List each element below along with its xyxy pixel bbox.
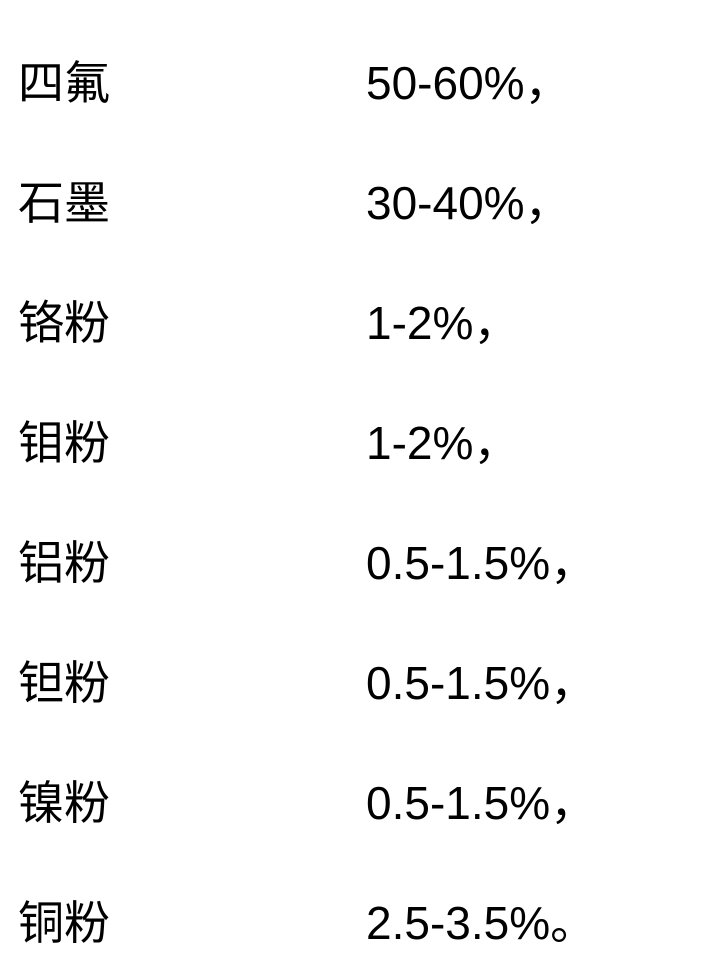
material-value: 2.5-3.5%。 — [366, 887, 596, 953]
material-name: 铬粉 — [18, 287, 366, 353]
table-row: 钽粉 0.5-1.5%， — [18, 620, 726, 740]
table-row: 镍粉 0.5-1.5%， — [18, 740, 726, 860]
material-value: 0.5-1.5%， — [366, 767, 596, 833]
material-name: 石墨 — [18, 167, 366, 233]
material-value: 1-2%， — [366, 407, 519, 473]
material-name: 镍粉 — [18, 767, 366, 833]
table-row: 铝粉 0.5-1.5%， — [18, 500, 726, 620]
material-name: 铜粉 — [18, 887, 366, 953]
table-row: 石墨 30-40%， — [18, 140, 726, 260]
material-value: 1-2%， — [366, 287, 519, 353]
table-row: 钼粉 1-2%， — [18, 380, 726, 500]
material-name: 钼粉 — [18, 407, 366, 473]
material-name: 铝粉 — [18, 527, 366, 593]
material-value: 30-40%， — [366, 167, 571, 233]
material-value: 50-60%， — [366, 47, 571, 113]
material-value: 0.5-1.5%， — [366, 647, 596, 713]
table-row: 铬粉 1-2%， — [18, 260, 726, 380]
table-row: 四氟 50-60%， — [18, 20, 726, 140]
composition-table: 四氟 50-60%， 石墨 30-40%， 铬粉 1-2%， 钼粉 1-2%， … — [0, 0, 726, 980]
material-value: 0.5-1.5%， — [366, 527, 596, 593]
material-name: 四氟 — [18, 47, 366, 113]
table-row: 铜粉 2.5-3.5%。 — [18, 860, 726, 980]
material-name: 钽粉 — [18, 647, 366, 713]
